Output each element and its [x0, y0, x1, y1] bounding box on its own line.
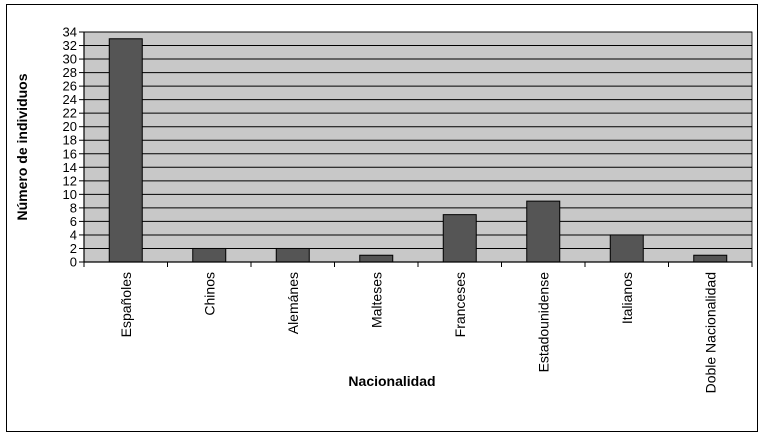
x-axis-title: Nacionalidad [348, 373, 435, 389]
y-tick-label: 4 [70, 227, 77, 242]
x-category-label: Alemánes [285, 272, 301, 334]
y-tick-label: 30 [63, 52, 77, 67]
x-category-label: Malteses [368, 272, 384, 328]
y-tick-label: 20 [63, 119, 77, 134]
y-tick-label: 18 [63, 133, 77, 148]
y-tick-label: 0 [70, 255, 77, 270]
x-category-label: Estadounidense [535, 272, 551, 373]
x-category-label: Chinos [201, 272, 217, 316]
y-tick-label: 6 [70, 214, 77, 229]
x-category-label: Doble Nacionalidad [702, 272, 718, 393]
bar [275, 247, 310, 263]
bar [192, 247, 227, 263]
y-tick-label: 10 [63, 187, 77, 202]
y-tick-label: 22 [63, 106, 77, 121]
y-tick-label: 26 [63, 79, 77, 94]
y-tick-label: 14 [63, 160, 77, 175]
y-tick-label: 12 [63, 173, 77, 188]
y-tick-label: 34 [63, 25, 77, 40]
x-category-label: Franceses [452, 272, 468, 337]
bar [609, 234, 644, 263]
bar [693, 254, 728, 263]
plot-area [83, 31, 753, 263]
y-tick-label: 28 [63, 65, 77, 80]
bar [526, 200, 561, 263]
bars [108, 38, 728, 263]
y-tick-label: 8 [70, 200, 77, 215]
y-tick-label: 16 [63, 146, 77, 161]
bar [108, 38, 143, 263]
y-axis-title: Número de individuos [14, 73, 30, 220]
y-tick-label: 2 [70, 241, 77, 256]
x-category-label: Españoles [118, 272, 134, 337]
y-tick-label: 24 [63, 92, 77, 107]
bar [359, 254, 394, 263]
y-tick-label: 32 [63, 38, 77, 53]
x-axis-categories: Españoles Chinos Alemánes Malteses Franceses… [83, 262, 753, 393]
x-category-label: Italianos [619, 272, 635, 324]
bar [442, 214, 477, 263]
